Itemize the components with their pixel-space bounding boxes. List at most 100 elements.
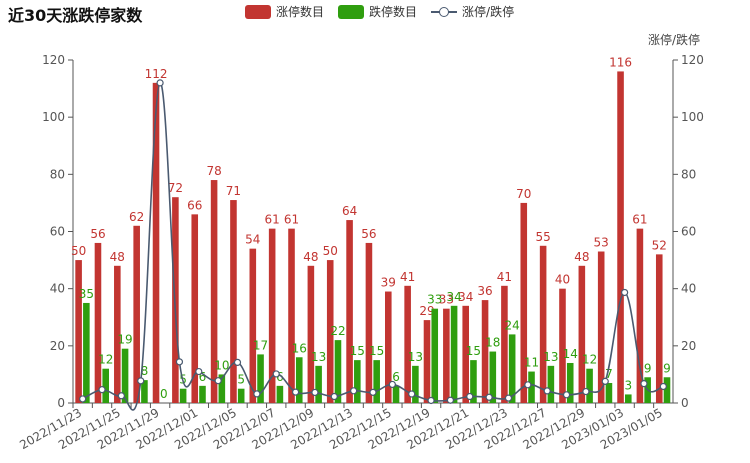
- ratio-point: [79, 395, 87, 403]
- ratio-point: [272, 370, 280, 378]
- bar-label-limit-up: 29: [419, 304, 434, 318]
- bar-label-limit-up: 40: [555, 273, 570, 287]
- bar-label-limit-down: 8: [141, 364, 149, 378]
- ratio-point: [388, 380, 396, 389]
- bar-label-limit-up: 50: [71, 244, 86, 258]
- bar-label-limit-down: 7: [605, 367, 613, 381]
- bar-label-limit-up: 54: [245, 233, 260, 247]
- bar-limit-down: [141, 380, 148, 403]
- bar-limit-down: [625, 394, 632, 403]
- ratio-point: [156, 79, 164, 87]
- legend-item-limit-up[interactable]: 涨停数目: [245, 3, 324, 20]
- bar-limit-up: [191, 214, 199, 403]
- bar-limit-down: [121, 348, 129, 403]
- bar-label-limit-down: 22: [330, 324, 345, 338]
- ratio-point: [543, 387, 551, 395]
- ratio-point: [466, 392, 474, 401]
- ratio-point: [214, 377, 222, 385]
- bar-limit-down: [412, 365, 419, 403]
- bar-limit-down: [373, 360, 380, 403]
- bar-limit-up: [210, 180, 218, 403]
- bar-label-limit-down: 13: [311, 350, 326, 364]
- bar-limit-up: [404, 285, 411, 403]
- bar-limit-up: [365, 242, 373, 403]
- bar-limit-down: [586, 368, 593, 403]
- bar-limit-up: [539, 245, 547, 403]
- bar-limit-down: [528, 371, 535, 403]
- bar-limit-up: [288, 228, 295, 403]
- bar-limit-up: [655, 254, 663, 403]
- ratio-point: [601, 377, 609, 385]
- ratio-point: [485, 393, 493, 401]
- bar-limit-up: [152, 82, 160, 403]
- bar-label-limit-down: 10: [214, 358, 229, 372]
- bar-limit-up: [307, 265, 315, 403]
- legend-item-ratio[interactable]: 涨停/跌停: [431, 3, 514, 20]
- ratio-point: [291, 388, 300, 396]
- bar-label-limit-down: 16: [292, 341, 307, 355]
- bar-limit-down: [566, 362, 574, 403]
- bar-label-limit-up: 61: [265, 213, 280, 227]
- bar-limit-up: [520, 202, 528, 403]
- bar-limit-up: [249, 248, 257, 403]
- ratio-point: [446, 396, 455, 404]
- y-tick-label-right: 0: [681, 396, 689, 410]
- bar-limit-down: [489, 351, 497, 403]
- bar-limit-up: [346, 220, 353, 403]
- bar-label-limit-up: 41: [400, 270, 415, 284]
- ratio-point: [117, 392, 125, 400]
- legend-label-ratio: 涨停/跌停: [462, 5, 515, 19]
- ratio-point: [427, 396, 435, 405]
- bar-label-limit-down: 6: [199, 370, 207, 384]
- bar-limit-up: [597, 251, 605, 403]
- bar-label-limit-down: 15: [350, 344, 365, 358]
- bar-label-limit-down: 12: [98, 353, 113, 367]
- y-tick-label-left: 40: [50, 282, 65, 296]
- ratio-point: [621, 288, 629, 297]
- bar-label-limit-up: 116: [609, 55, 632, 69]
- ratio-point: [369, 388, 377, 396]
- bar-limit-down: [179, 388, 187, 403]
- ratio-point: [175, 358, 184, 366]
- bar-label-limit-up: 61: [284, 213, 299, 227]
- bar-label-limit-down: 19: [117, 333, 132, 347]
- legend-label-limit-up: 涨停数目: [276, 5, 325, 19]
- legend-item-limit-down[interactable]: 跌停数目: [338, 3, 417, 20]
- bar-label-limit-down: 15: [466, 344, 481, 358]
- bar-label-limit-down: 6: [392, 370, 400, 384]
- bar-label-limit-up: 52: [652, 238, 667, 252]
- legend-swatch-ratio: [431, 5, 458, 19]
- ratio-point: [582, 387, 590, 396]
- bar-label-limit-up: 33: [439, 293, 454, 307]
- legend-label-limit-down: 跌停数目: [369, 5, 418, 19]
- bar-limit-up: [481, 300, 489, 403]
- bar-label-limit-down: 12: [582, 353, 597, 367]
- bar-label-limit-up: 53: [594, 236, 609, 250]
- bar-label-limit-down: 14: [563, 347, 578, 361]
- y-tick-label-right: 100: [681, 110, 704, 124]
- bar-label-limit-up: 55: [535, 230, 550, 244]
- bar-limit-up: [443, 308, 450, 403]
- bar-limit-up: [326, 260, 334, 403]
- legend[interactable]: 涨停数目 跌停数目 涨停/跌停: [245, 3, 514, 20]
- ratio-point: [330, 392, 338, 401]
- bar-label-limit-down: 24: [505, 318, 520, 332]
- y-tick-label-left: 100: [42, 110, 65, 124]
- ratio-point: [562, 391, 571, 399]
- legend-swatch-limit-down: [338, 4, 365, 19]
- chart-title: 近30天涨跌停家数: [8, 6, 143, 25]
- ratio-point: [504, 394, 513, 402]
- bar-label-limit-down: 3: [624, 378, 632, 392]
- bar-limit-up: [94, 242, 102, 403]
- ratio-point: [350, 387, 358, 395]
- bar-limit-down: [295, 357, 303, 403]
- bar-label-limit-up: 72: [168, 181, 183, 195]
- bar-limit-down: [334, 340, 342, 403]
- ratio-point: [408, 390, 416, 398]
- bar-limit-up: [636, 228, 644, 403]
- bar-limit-down: [547, 365, 555, 403]
- ratio-point: [640, 380, 648, 388]
- bar-label-limit-down: 18: [485, 336, 500, 350]
- bar-label-limit-up: 48: [574, 250, 589, 264]
